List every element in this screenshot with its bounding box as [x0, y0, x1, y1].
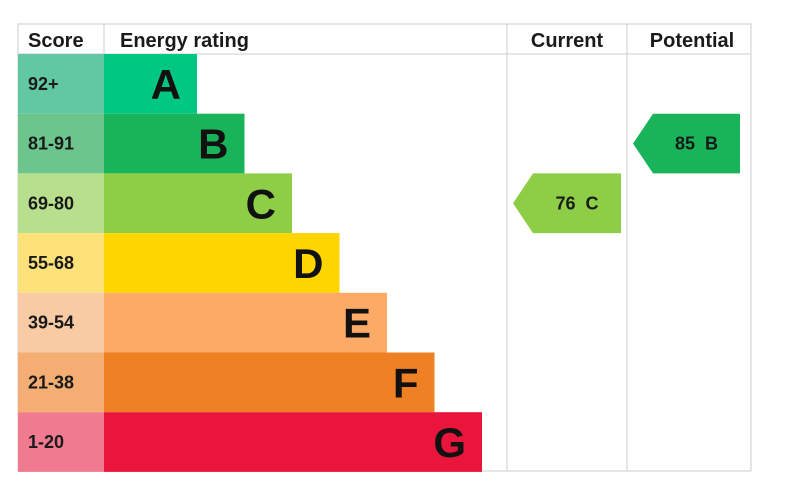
band-bar-g — [104, 412, 482, 472]
band-bar-b — [104, 113, 245, 174]
score-cell-e — [18, 292, 104, 353]
score-range-d: 55-68 — [28, 253, 74, 273]
score-cell-f — [18, 352, 104, 413]
score-range-g: 1-20 — [28, 432, 64, 452]
score-range-c: 69-80 — [28, 193, 74, 213]
band-bar-a — [104, 54, 197, 114]
score-cell-a — [18, 54, 104, 114]
header-score: Score — [28, 30, 84, 52]
band-bar-c — [104, 173, 292, 234]
band-letter-e: E — [343, 300, 371, 347]
band-letter-a: A — [151, 61, 181, 108]
band-bar-e — [104, 292, 387, 353]
score-range-f: 21-38 — [28, 372, 74, 392]
rating-pointers: 76 C 85 B — [513, 113, 740, 234]
header-current: Current — [531, 30, 604, 52]
score-cell-d — [18, 233, 104, 293]
rating-bands: 92+ A 81-91 B 69-80 C 55-68 D 39-54 E 21-38 F 1-20 G — [18, 54, 482, 472]
band-letter-g: G — [433, 419, 466, 466]
potential-rating-arrow — [633, 113, 740, 174]
score-cell-c — [18, 173, 104, 234]
band-bar-d — [104, 233, 340, 293]
score-range-a: 92+ — [28, 74, 59, 94]
score-cell-b — [18, 113, 104, 174]
score-cell-g — [18, 412, 104, 472]
current-rating-arrow — [513, 173, 621, 234]
score-range-e: 39-54 — [28, 313, 74, 333]
band-letter-d: D — [293, 240, 323, 287]
band-letter-b: B — [198, 121, 228, 168]
band-bar-f — [104, 352, 435, 413]
current-rating-label: 76 C — [555, 193, 598, 213]
header-potential: Potential — [650, 30, 734, 52]
header-energy-rating: Energy rating — [120, 30, 249, 52]
band-letter-f: F — [393, 359, 419, 406]
potential-rating-label: 85 B — [675, 134, 718, 154]
score-range-b: 81-91 — [28, 134, 74, 154]
band-letter-c: C — [246, 180, 276, 227]
